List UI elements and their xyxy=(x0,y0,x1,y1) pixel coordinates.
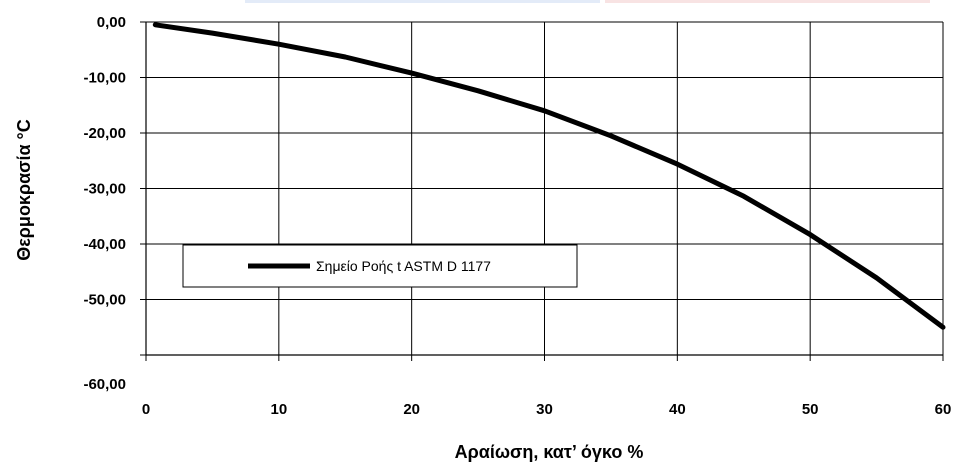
y-tick-label: -40,00 xyxy=(83,236,126,253)
y-axis-title: Θερμοκρασία °C xyxy=(14,119,34,261)
y-tick-label: -60,00 xyxy=(83,376,126,393)
x-tick-label: 50 xyxy=(802,401,819,418)
legend: Σημείο Ροής t ASTM D 1177 xyxy=(182,244,578,288)
y-tick-label: -50,00 xyxy=(83,292,126,309)
y-tick-label: -20,00 xyxy=(83,125,126,142)
x-tick-label: 40 xyxy=(669,401,686,418)
x-axis-title: Αραίωση, κατ’ όγκο % xyxy=(455,442,644,462)
y-tick-label: 0,00 xyxy=(97,14,126,31)
top-decor-blue xyxy=(245,0,600,3)
y-tick-label: -30,00 xyxy=(83,181,126,198)
x-tick-label: 10 xyxy=(270,401,287,418)
series-layer xyxy=(152,22,946,330)
grid xyxy=(145,21,944,355)
x-tick-label: 30 xyxy=(536,401,553,418)
x-tick-labels: 0 10 20 30 40 50 60 xyxy=(142,401,952,418)
axes xyxy=(140,21,944,361)
x-tick-label: 0 xyxy=(142,401,150,418)
top-decor-red xyxy=(605,0,930,3)
x-tick-label: 20 xyxy=(403,401,420,418)
y-tick-label: -10,00 xyxy=(83,70,126,87)
series-line xyxy=(152,22,946,330)
x-tick-label: 60 xyxy=(935,401,952,418)
y-tick-labels: 0,00 -10,00 -20,00 -30,00 -40,00 -50,00 -60,00 xyxy=(83,14,126,393)
legend-series-label: Σημείο Ροής t ASTM D 1177 xyxy=(316,258,491,274)
